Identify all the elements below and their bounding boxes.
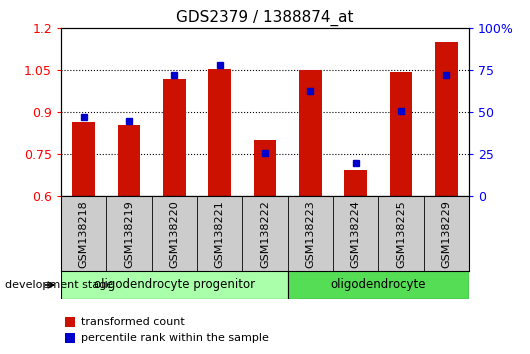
Bar xyxy=(118,125,140,196)
Bar xyxy=(65,317,75,327)
Title: GDS2379 / 1388874_at: GDS2379 / 1388874_at xyxy=(176,9,354,25)
Bar xyxy=(390,72,412,196)
Text: transformed count: transformed count xyxy=(82,317,185,327)
Text: GSM138224: GSM138224 xyxy=(351,200,361,268)
Bar xyxy=(435,42,458,196)
Bar xyxy=(344,170,367,196)
Text: percentile rank within the sample: percentile rank within the sample xyxy=(82,333,269,343)
Bar xyxy=(65,333,75,343)
Text: GSM138223: GSM138223 xyxy=(305,200,315,268)
Text: GSM138229: GSM138229 xyxy=(441,200,452,268)
Bar xyxy=(208,69,231,196)
Text: oligodendrocyte progenitor: oligodendrocyte progenitor xyxy=(94,279,255,291)
Bar xyxy=(299,70,322,196)
Text: GSM138219: GSM138219 xyxy=(124,200,134,268)
Bar xyxy=(72,122,95,196)
Bar xyxy=(254,141,276,196)
Text: development stage: development stage xyxy=(5,280,113,290)
Text: GSM138222: GSM138222 xyxy=(260,200,270,268)
Text: GSM138225: GSM138225 xyxy=(396,200,406,268)
Text: oligodendrocyte: oligodendrocyte xyxy=(331,279,426,291)
Bar xyxy=(163,79,186,196)
Text: GSM138220: GSM138220 xyxy=(169,200,179,268)
Bar xyxy=(288,271,469,299)
Text: GSM138218: GSM138218 xyxy=(78,200,89,268)
Bar xyxy=(61,271,288,299)
Text: GSM138221: GSM138221 xyxy=(215,200,225,268)
